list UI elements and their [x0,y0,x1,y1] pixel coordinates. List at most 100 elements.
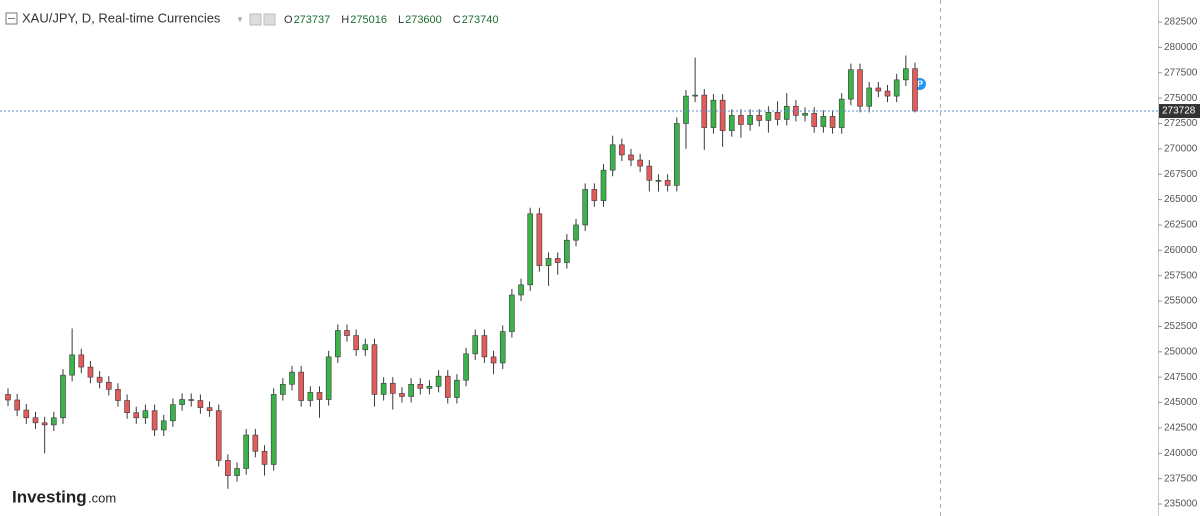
candle-body [573,224,579,241]
candle-body [619,144,625,156]
candle-body [23,409,30,419]
candle-body [600,169,607,201]
candle-body [14,399,20,411]
y-tick-label: 250000 [1164,346,1198,357]
candle-body [582,189,588,226]
candle-body [280,383,286,395]
candle-body [509,294,515,332]
candle-body [765,112,772,121]
candle-body [564,239,570,263]
hide-icon[interactable] [263,13,276,26]
candle-body [234,468,240,476]
y-tick-label: 267500 [1164,169,1198,180]
candle-body [115,389,121,401]
candle-body [96,376,103,383]
candle-body [133,412,140,419]
y-tick-label: 257500 [1164,270,1198,281]
candle-body [518,284,524,296]
settings-icon[interactable] [249,13,262,26]
candle-body [399,393,405,397]
candle-body [527,213,534,286]
candle-body [664,180,671,186]
ohlc-value: 273737 [294,14,331,26]
candle-body [683,95,689,124]
ohlc-value: 275016 [350,14,387,26]
candle-body [756,115,763,121]
candle-body [426,386,433,389]
candle-body [811,113,818,127]
candle-body [344,330,350,336]
candle-body [728,115,735,131]
candle-body [820,116,827,127]
candle-body [362,344,369,351]
ohlc-label: C [453,14,461,26]
candle-body [655,180,662,182]
candle-body [591,189,598,201]
collapse-icon[interactable] [5,12,18,25]
candle-body [710,99,717,128]
candle-body [637,159,643,167]
candle-body [454,379,460,398]
candle-body [738,115,744,125]
candle-body [188,399,195,401]
brand-suffix: .com [88,490,116,505]
candle-body [252,434,259,452]
candle-body [435,375,442,387]
y-tick-label: 260000 [1164,245,1198,256]
candle-body [41,422,48,426]
y-tick-label: 237500 [1164,473,1198,484]
y-tick-label: 240000 [1164,448,1198,459]
candle-body [142,410,149,419]
candle-body [912,68,918,112]
candle-body [316,392,323,400]
brand-logo: Investing [12,487,87,506]
candle-body [673,123,680,186]
y-tick-label: 277500 [1164,67,1198,78]
candle-body [472,335,479,355]
candle-body [783,105,790,120]
candle-body [179,399,185,405]
candle-body [197,400,204,408]
last-price-label: 273728 [1162,106,1196,117]
candle-body [802,113,808,116]
candle-body [87,366,94,378]
candle-body [884,90,891,97]
candle-body [215,410,222,461]
ohlc-label: L [398,14,404,26]
candle-body [444,375,451,398]
candle-body [536,213,543,266]
candle-body [408,383,414,397]
y-tick-label: 272500 [1164,118,1198,129]
candle-body [774,112,781,120]
candle-body [747,115,753,125]
candle-body [289,371,295,385]
candle-body [903,68,909,81]
y-tick-label: 247500 [1164,372,1198,383]
chart-title: XAU/JPY, D, Real-time Currencies [22,10,221,25]
dropdown-arrow[interactable]: ▼ [236,15,244,24]
candle-body [60,374,66,419]
p-badge-text: P [917,79,923,89]
candle-body [646,165,653,181]
candle-body [325,356,332,400]
candle-body [243,434,250,469]
candle-body [69,354,75,376]
y-tick-label: 280000 [1164,42,1198,53]
candle-body [893,79,900,97]
y-tick-label: 245000 [1164,397,1198,408]
candle-body [481,335,488,358]
candle-body [829,116,836,128]
y-tick-label: 255000 [1164,296,1198,307]
candle-body [170,404,176,422]
candle-body [32,417,39,424]
candle-body [380,382,387,395]
candle-body [307,392,314,401]
candle-body [875,87,882,92]
candle-body [5,394,11,401]
y-tick-label: 252500 [1164,321,1198,332]
candle-body [866,87,872,107]
candle-body [335,330,341,358]
